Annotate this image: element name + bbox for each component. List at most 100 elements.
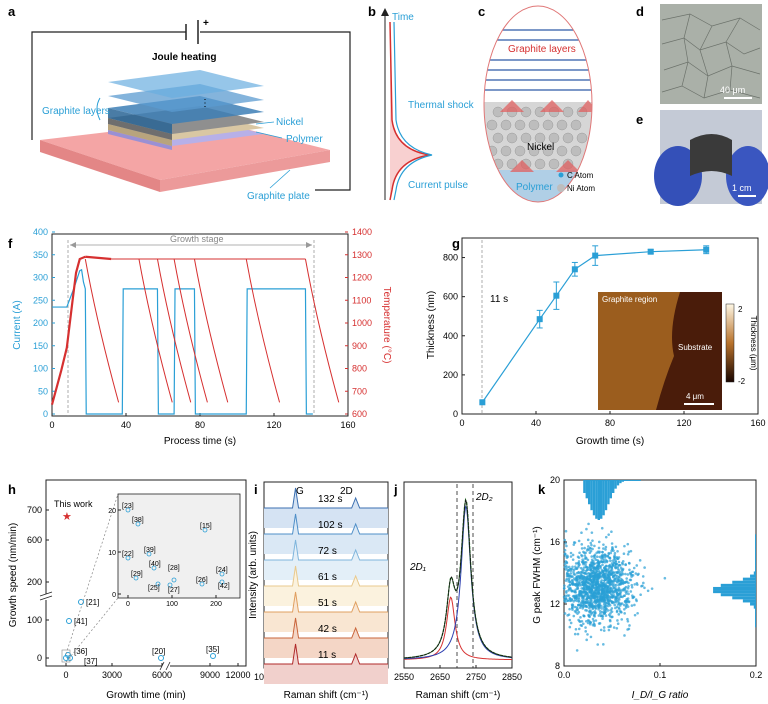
k-hist-top-bar [590, 480, 593, 511]
f-ytick-left-label: 150 [33, 341, 48, 351]
k-hist-top-bar [607, 480, 610, 505]
k-point [607, 613, 611, 617]
k-point [643, 566, 646, 569]
k-point [614, 566, 618, 569]
k-point [600, 589, 604, 592]
k-point [627, 600, 631, 604]
k-point [596, 643, 600, 646]
k-hist-right-bar [755, 565, 756, 569]
k-point [607, 533, 610, 536]
cbar-label: Thickness (μm) [749, 316, 758, 371]
k-point [588, 546, 592, 550]
g-xlabel: Growth time (s) [576, 436, 644, 447]
k-hist-right-bar [750, 602, 756, 606]
k-hist-right-bar [755, 562, 756, 566]
k-point [612, 549, 615, 552]
k-point [602, 629, 606, 632]
k-point [587, 614, 591, 617]
k-point [578, 584, 581, 587]
f-temp-cooling [156, 258, 192, 403]
k-point [616, 619, 619, 622]
k-point [576, 575, 579, 578]
f-axes-frame [51, 233, 349, 417]
k-point [631, 570, 635, 574]
k-point [602, 543, 605, 546]
k-point [618, 582, 622, 586]
panel-c-label: c [478, 4, 485, 19]
h-xtick-label: 9000 [200, 670, 220, 680]
k-yticks: 8 12 16 20 [550, 475, 567, 671]
k-point [589, 572, 592, 576]
k-point [623, 612, 626, 615]
k-point [592, 622, 596, 625]
j-xtick-label: 2650 [430, 672, 450, 682]
k-point [608, 619, 612, 623]
k-point [568, 583, 572, 587]
k-point [641, 575, 645, 578]
k-point [595, 555, 599, 559]
k-point [607, 602, 611, 606]
k-point [610, 588, 614, 592]
k-xticks: 0.0 0.1 0.2 [558, 663, 762, 680]
panel-e-label: e [636, 112, 643, 127]
scale-e: 1 cm [732, 183, 752, 193]
i-spectrum-line [264, 643, 388, 665]
k-point [626, 617, 629, 621]
k-point [579, 572, 583, 576]
k-hist-top-bar [595, 480, 598, 519]
k-point [580, 554, 584, 558]
k-point [632, 566, 636, 570]
k-point [588, 594, 592, 598]
k-point [583, 554, 587, 557]
k-point [616, 571, 620, 574]
k-point [578, 619, 581, 623]
h-ytick-label: 0 [37, 653, 42, 663]
g-annotation: 11 s [490, 294, 508, 305]
k-hist-top-bar [583, 480, 586, 493]
k-point [577, 627, 581, 631]
k-point [582, 561, 585, 565]
k-point [607, 628, 611, 632]
k-hist-right-bar [732, 580, 756, 584]
g-ytick-label: 400 [443, 331, 458, 341]
k-point [602, 597, 606, 600]
k-point [585, 527, 588, 531]
f-xtick-label: 0 [49, 420, 54, 430]
k-point [578, 606, 582, 610]
k-hist-right-bar [755, 617, 756, 622]
time-label: Time [392, 12, 414, 23]
k-point [627, 581, 630, 585]
k-hist-right-bar [755, 621, 756, 625]
k-point [589, 578, 592, 582]
k-point [563, 584, 566, 587]
k-point [617, 564, 621, 567]
k-point [581, 583, 585, 586]
k-point [625, 577, 628, 580]
k-point [568, 567, 572, 571]
g-point [553, 292, 560, 299]
k-point [591, 578, 595, 581]
panel-d-label: d [636, 4, 644, 19]
k-point [580, 547, 584, 550]
k-point [578, 576, 582, 579]
k-point [591, 584, 595, 588]
f-xtick-label: 120 [266, 420, 281, 430]
k-point [630, 585, 634, 589]
k-point [565, 544, 568, 548]
ni-atom-legend: Ni Atom [567, 184, 595, 193]
f-ytick-left-label: 200 [33, 318, 48, 328]
i-spectrum-line [264, 617, 388, 639]
f-ytick-left-label: 100 [33, 364, 48, 374]
ref-35: [35] [206, 645, 219, 654]
panel-i-label: i [254, 482, 258, 497]
k-point [571, 558, 575, 561]
k-point [589, 590, 593, 594]
h-xtick-label: 6000 [152, 670, 172, 680]
ref-20: [20] [152, 647, 165, 656]
k-point [611, 600, 614, 604]
k-point [607, 551, 611, 555]
inset-ref-27: [27] [168, 587, 180, 594]
k-point [574, 588, 577, 591]
k-hist-right-bar [732, 596, 756, 600]
